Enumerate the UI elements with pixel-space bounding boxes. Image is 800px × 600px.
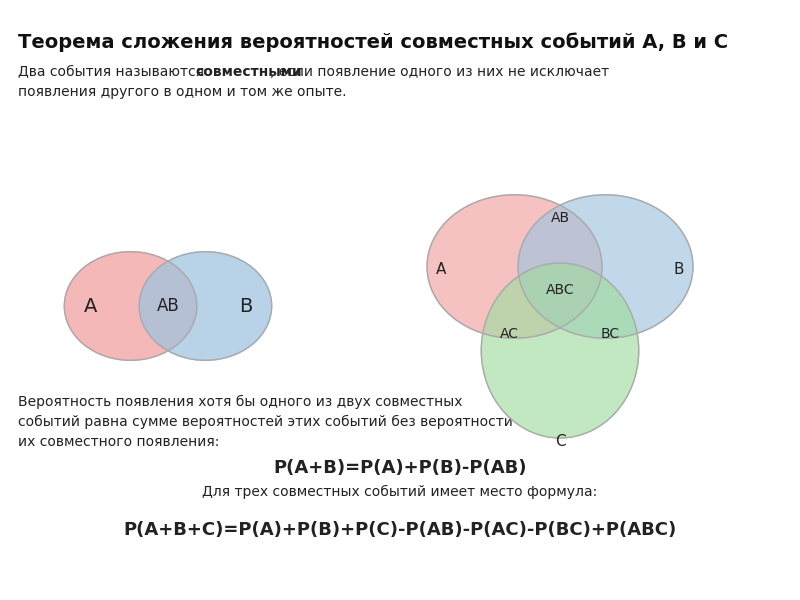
Text: AB: AB <box>157 297 179 315</box>
Text: P(A+B)=P(A)+P(B)-P(AB): P(A+B)=P(A)+P(B)-P(AB) <box>274 459 526 477</box>
Text: B: B <box>239 296 253 316</box>
Ellipse shape <box>518 195 693 338</box>
Text: AC: AC <box>500 328 519 341</box>
Text: AB: AB <box>550 211 570 224</box>
Ellipse shape <box>139 251 272 361</box>
Text: Теорема сложения вероятностей совместных событий A, B и C: Теорема сложения вероятностей совместных… <box>18 32 728 52</box>
Ellipse shape <box>64 251 197 361</box>
Text: A: A <box>83 296 97 316</box>
Ellipse shape <box>427 195 602 338</box>
Text: , если появление одного из них не исключает: , если появление одного из них не исключ… <box>270 65 609 79</box>
Text: B: B <box>674 263 684 277</box>
Ellipse shape <box>482 263 638 438</box>
Text: Для трех совместных событий имеет место формула:: Для трех совместных событий имеет место … <box>202 485 598 499</box>
Text: ABC: ABC <box>546 283 574 296</box>
Text: их совместного появления:: их совместного появления: <box>18 435 219 449</box>
Text: P(A+B+C)=P(A)+P(B)+P(C)-P(AB)-P(AC)-P(BC)+P(ABC): P(A+B+C)=P(A)+P(B)+P(C)-P(AB)-P(AC)-P(BC… <box>123 521 677 539</box>
Text: совместными: совместными <box>195 65 302 79</box>
Text: A: A <box>436 263 446 277</box>
Text: BC: BC <box>601 328 620 341</box>
Text: Вероятность появления хотя бы одного из двух совместных: Вероятность появления хотя бы одного из … <box>18 395 462 409</box>
Text: Два события называются: Два события называются <box>18 65 208 79</box>
Text: появления другого в одном и том же опыте.: появления другого в одном и том же опыте… <box>18 85 346 99</box>
Text: событий равна сумме вероятностей этих событий без вероятности: событий равна сумме вероятностей этих со… <box>18 415 513 429</box>
Text: C: C <box>554 434 566 449</box>
